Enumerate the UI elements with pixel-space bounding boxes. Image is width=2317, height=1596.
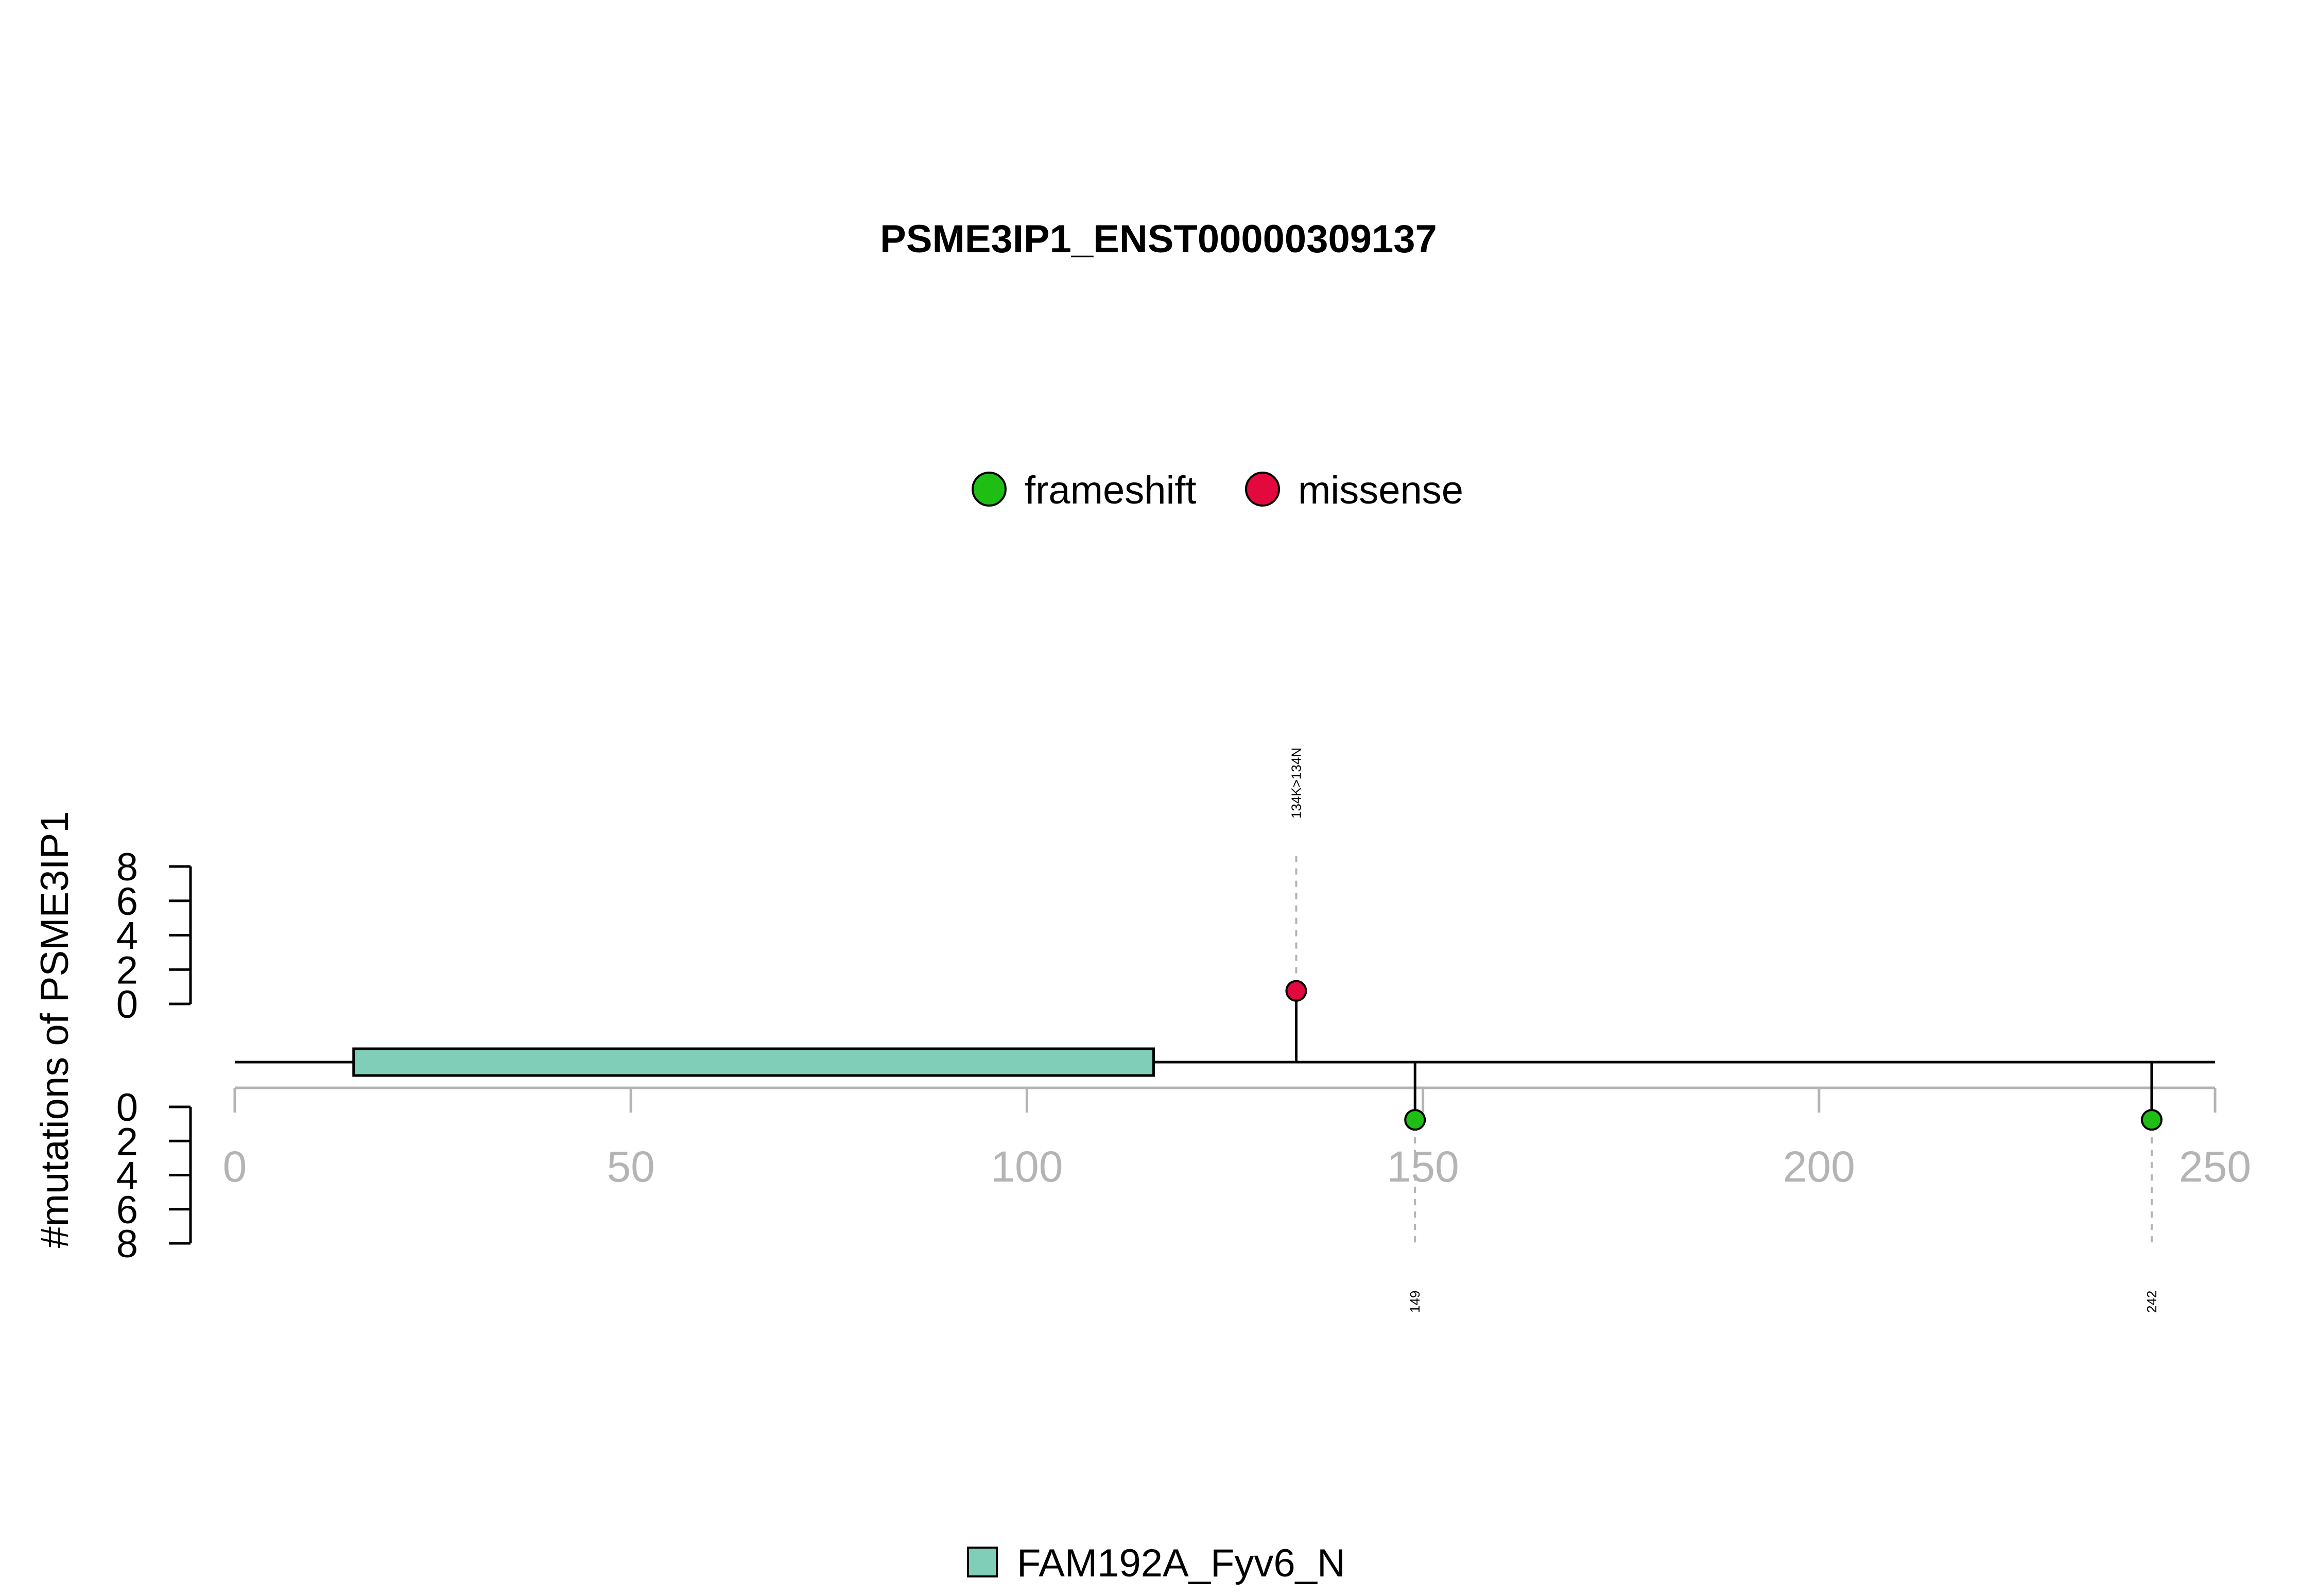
mutation-label-134: 134K>134N [1288, 748, 1304, 819]
x-tick-label-0: 0 [223, 1142, 247, 1191]
legend-missense-label: missense [1298, 469, 1463, 512]
x-axis: 0 50 100 150 200 250 [223, 1088, 2251, 1191]
y-axis-label: #mutations of PSME3IP1 [33, 811, 77, 1248]
legend-frameshift-marker [973, 473, 1006, 506]
y-tick-label-upper-8: 8 [116, 845, 138, 889]
x-tick-label-150: 150 [1387, 1142, 1459, 1191]
domain-legend-swatch [968, 1548, 997, 1576]
x-tick-label-100: 100 [991, 1142, 1063, 1191]
legend-missense-marker [1246, 473, 1279, 506]
mutation-label-149: 149 [1407, 1291, 1423, 1313]
chart-title: PSME3IP1_ENST00000309137 [880, 217, 1437, 261]
domain-legend: FAM192A_Fyv6_N [968, 1541, 1345, 1585]
lollipop-head-242 [2142, 1110, 2162, 1130]
protein-domains [354, 1049, 1154, 1075]
domain-legend-label: FAM192A_Fyv6_N [1017, 1541, 1345, 1585]
x-tick-label-50: 50 [607, 1142, 654, 1191]
mutation-lollipops: 134K>134N 149 242 [1286, 748, 2161, 1313]
lollipop-head-134 [1286, 981, 1306, 1001]
x-tick-label-250: 250 [2179, 1142, 2251, 1191]
mutation-type-legend: frameshift missense [973, 469, 1463, 512]
x-tick-label-200: 200 [1783, 1142, 1855, 1191]
mutation-label-242: 242 [2144, 1291, 2159, 1313]
legend-frameshift-label: frameshift [1025, 469, 1197, 512]
domain-FAM192A_Fyv6_N [354, 1049, 1154, 1075]
lollipop-head-149 [1405, 1110, 1425, 1130]
y-tick-label-lower-8: 8 [116, 1222, 138, 1266]
